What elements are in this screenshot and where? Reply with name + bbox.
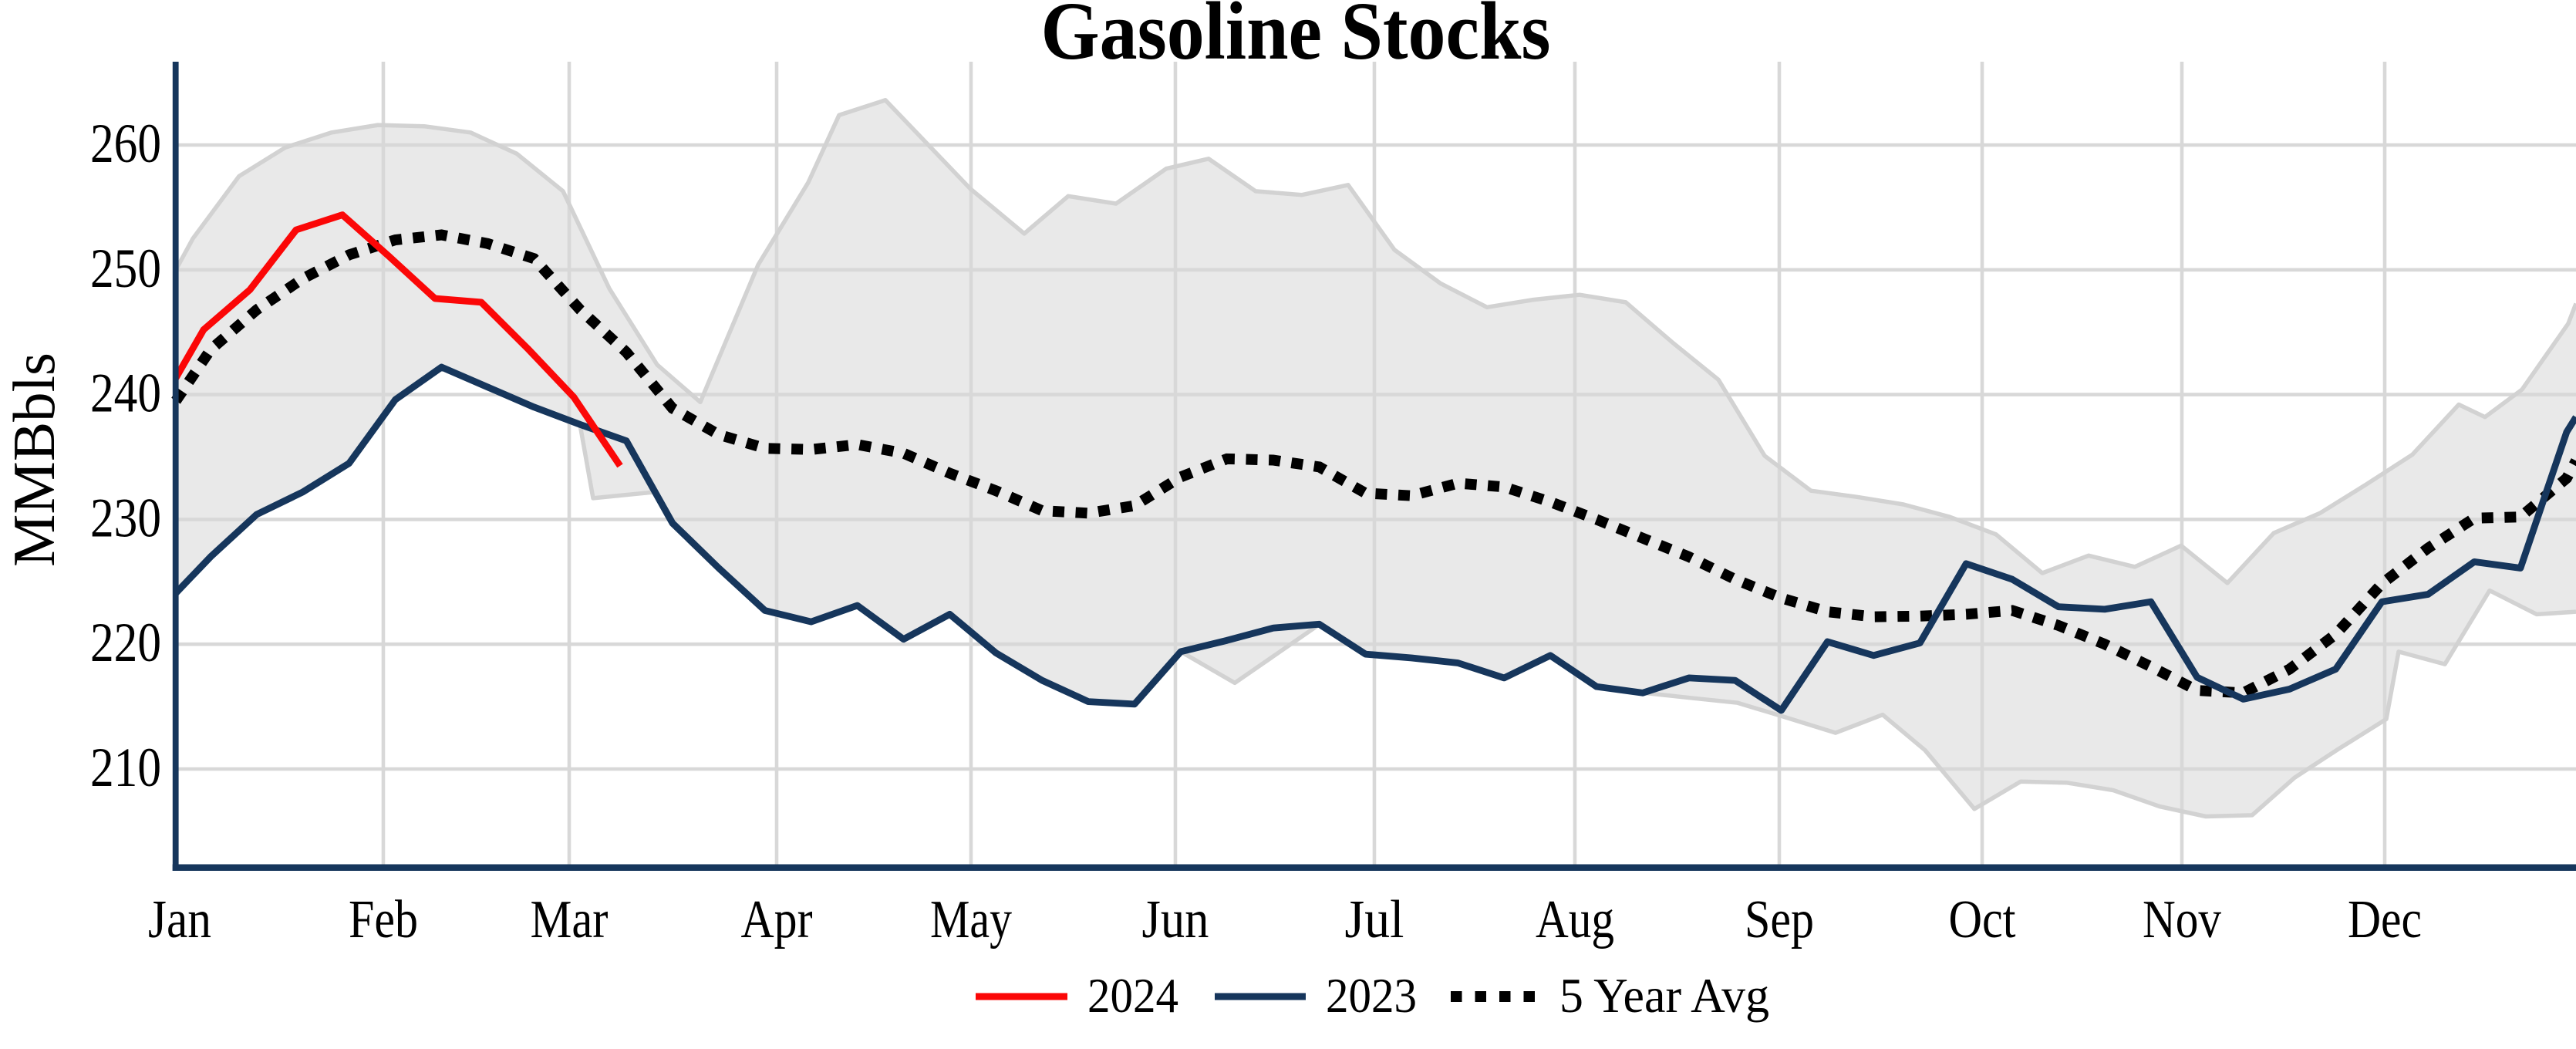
svg-text:Nov: Nov xyxy=(2143,890,2221,949)
svg-text:Jun: Jun xyxy=(1142,890,1209,949)
svg-text:May: May xyxy=(930,890,1012,949)
svg-text:240: 240 xyxy=(90,363,161,424)
svg-text:210: 210 xyxy=(90,737,161,798)
svg-text:220: 220 xyxy=(90,612,161,673)
svg-text:230: 230 xyxy=(90,487,161,548)
svg-text:Gasoline Stocks: Gasoline Stocks xyxy=(1041,0,1551,77)
svg-text:MMBbls: MMBbls xyxy=(1,352,67,567)
svg-text:Apr: Apr xyxy=(741,890,813,949)
svg-text:Oct: Oct xyxy=(1949,890,2016,949)
svg-text:Feb: Feb xyxy=(349,890,418,949)
svg-text:Mar: Mar xyxy=(531,890,609,949)
svg-text:Jan: Jan xyxy=(148,890,211,949)
svg-text:Jul: Jul xyxy=(1345,890,1404,949)
svg-text:5 Year Avg: 5 Year Avg xyxy=(1559,969,1769,1023)
svg-text:Aug: Aug xyxy=(1536,890,1614,949)
svg-text:Dec: Dec xyxy=(2348,890,2422,949)
svg-text:Sep: Sep xyxy=(1745,890,1814,949)
svg-text:260: 260 xyxy=(90,113,161,174)
svg-text:2023: 2023 xyxy=(1326,969,1417,1023)
svg-text:2024: 2024 xyxy=(1087,969,1178,1023)
svg-text:250: 250 xyxy=(90,238,161,299)
